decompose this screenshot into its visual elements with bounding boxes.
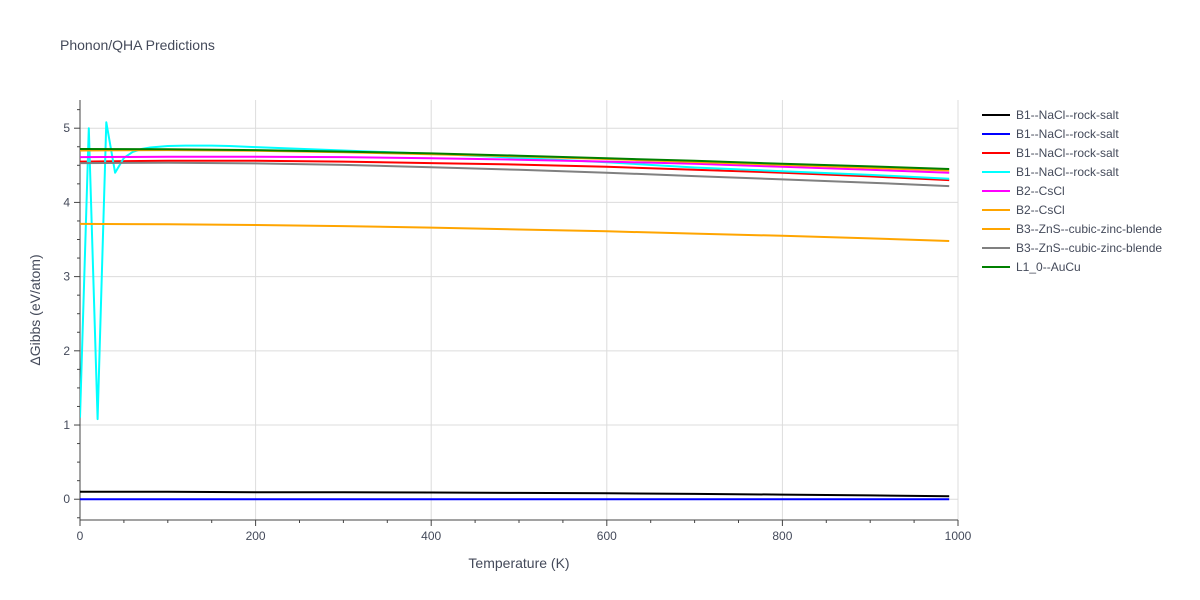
legend-item-1[interactable]: B1--NaCl--rock-salt: [982, 108, 1119, 122]
y-tick-label: 4: [63, 195, 70, 209]
axes: 0 200 400 600 800 1000 0 1 2 3 4 5: [63, 100, 972, 543]
legend-label: B2--CsCl: [1016, 184, 1065, 198]
x-tick-label: 200: [246, 529, 266, 543]
plot-area: [80, 121, 950, 501]
legend-item-5[interactable]: B2--CsCl: [982, 184, 1065, 198]
legend-label: B3--ZnS--cubic-zinc-blende: [1016, 222, 1162, 236]
chart-title: Phonon/QHA Predictions: [60, 37, 215, 53]
legend-item-3[interactable]: B1--NaCl--rock-salt: [982, 146, 1119, 160]
x-tick-label: 600: [597, 529, 617, 543]
legend-label: B2--CsCl: [1016, 203, 1065, 217]
y-tick-label: 5: [63, 121, 70, 135]
legend-item-9[interactable]: L1_0--AuCu: [982, 260, 1081, 274]
series-line-6[interactable]: [80, 222, 950, 242]
series-line-5[interactable]: [80, 155, 950, 174]
y-tick-label: 1: [63, 418, 70, 432]
series-line-9[interactable]: [80, 148, 950, 170]
x-tick-label: 800: [772, 529, 792, 543]
legend-label: B1--NaCl--rock-salt: [1016, 127, 1119, 141]
legend-item-6[interactable]: B2--CsCl: [982, 203, 1065, 217]
series-line-3[interactable]: [80, 159, 950, 182]
series-line-4[interactable]: [80, 121, 950, 421]
legend[interactable]: B1--NaCl--rock-salt B1--NaCl--rock-salt B1…: [982, 108, 1162, 274]
legend-label: B1--NaCl--rock-salt: [1016, 146, 1119, 160]
legend-item-4[interactable]: B1--NaCl--rock-salt: [982, 165, 1119, 179]
legend-label: B1--NaCl--rock-salt: [1016, 108, 1119, 122]
y-axis-title: ΔGibbs (eV/atom): [27, 254, 43, 365]
x-tick-label: 0: [77, 529, 84, 543]
y-tick-label: 0: [63, 492, 70, 506]
series-line-8[interactable]: [80, 161, 950, 188]
legend-label: B1--NaCl--rock-salt: [1016, 165, 1119, 179]
x-tick-label: 400: [421, 529, 441, 543]
y-tick-label: 3: [63, 270, 70, 284]
legend-item-7[interactable]: B3--ZnS--cubic-zinc-blende: [982, 222, 1162, 236]
legend-label: L1_0--AuCu: [1016, 260, 1081, 274]
x-axis-title: Temperature (K): [468, 555, 569, 571]
legend-label: B3--ZnS--cubic-zinc-blende: [1016, 241, 1162, 255]
x-tick-label: 1000: [945, 529, 972, 543]
legend-item-8[interactable]: B3--ZnS--cubic-zinc-blende: [982, 241, 1162, 255]
y-tick-label: 2: [63, 344, 70, 358]
series-line-1[interactable]: [80, 490, 950, 498]
legend-item-2[interactable]: B1--NaCl--rock-salt: [982, 127, 1119, 141]
